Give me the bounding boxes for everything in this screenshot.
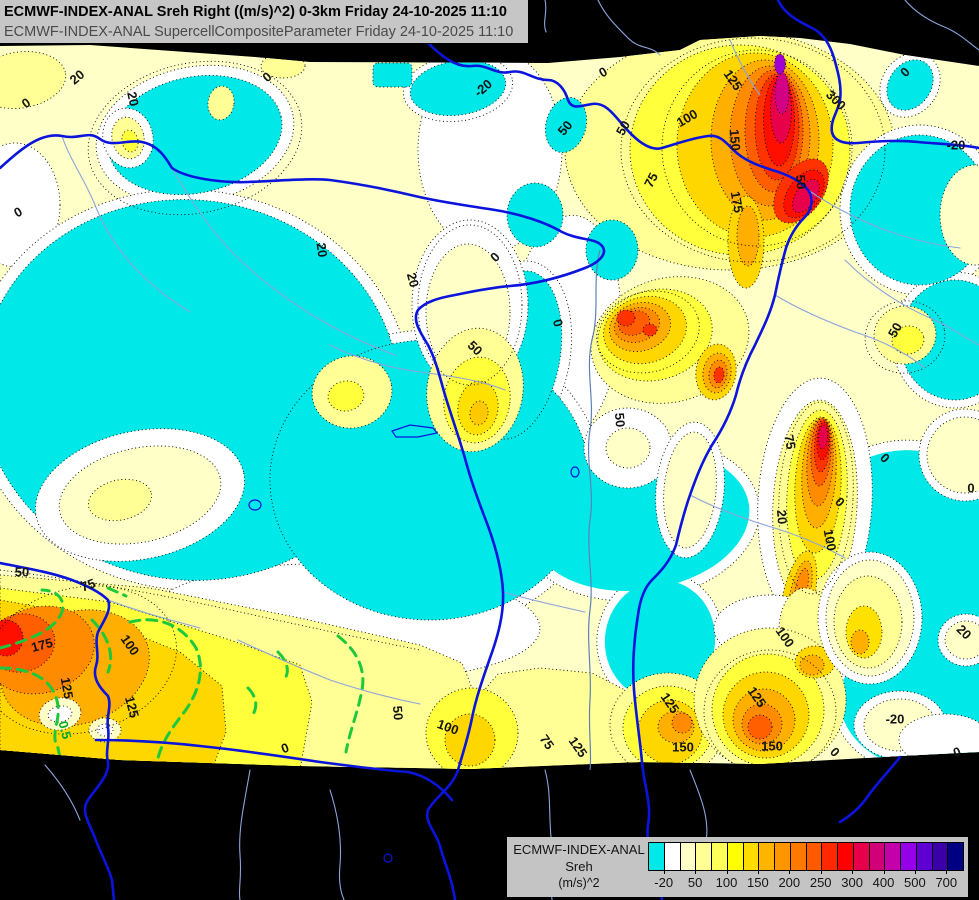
legend-swatch bbox=[821, 843, 837, 870]
legend-swatch bbox=[884, 843, 900, 870]
legend-tick-label: 300 bbox=[841, 875, 863, 890]
legend-swatch bbox=[900, 843, 916, 870]
legend-tick-label: 100 bbox=[715, 875, 738, 890]
legend-tick-label: 200 bbox=[778, 875, 801, 890]
legend-tickmark bbox=[914, 870, 916, 874]
legend-tickmark bbox=[663, 870, 665, 874]
legend-title-line2: Sreh bbox=[565, 859, 593, 874]
legend-swatch bbox=[679, 843, 696, 870]
legend-swatch bbox=[711, 843, 727, 870]
legend-swatch bbox=[649, 843, 664, 870]
legend-tick-label: 700 bbox=[935, 875, 958, 890]
legend-tick-label: 400 bbox=[872, 875, 895, 890]
legend-tick-label: -20 bbox=[654, 875, 674, 890]
supercell-contours bbox=[0, 586, 365, 760]
legend-panel: ECMWF-INDEX-ANAL Sreh (m/s)^2 -20 50 100 15… bbox=[507, 837, 968, 897]
chart-title-line1: ECMWF-INDEX-ANAL Sreh Right ((m/s)^2) 0-… bbox=[4, 4, 507, 20]
legend-swatch bbox=[695, 843, 711, 870]
legend-swatch bbox=[758, 843, 774, 870]
legend-swatch bbox=[947, 843, 963, 870]
legend-title: ECMWF-INDEX-ANAL Sreh (m/s)^2 bbox=[511, 841, 647, 892]
legend-title-line1: ECMWF-INDEX-ANAL bbox=[513, 842, 645, 857]
legend-colorbar bbox=[648, 842, 964, 871]
legend-tickmark bbox=[726, 870, 728, 874]
legend-swatch bbox=[742, 843, 759, 870]
river-layer bbox=[44, 0, 979, 900]
legend-tickmark bbox=[820, 870, 822, 874]
legend-swatch bbox=[915, 843, 932, 870]
legend-tickmark bbox=[946, 870, 948, 874]
legend-tick-label: 250 bbox=[809, 875, 832, 890]
chart-title-panel: ECMWF-INDEX-ANAL Sreh Right ((m/s)^2) 0-… bbox=[0, 0, 529, 44]
legend-swatch bbox=[852, 843, 869, 870]
legend-tickmark bbox=[789, 870, 791, 874]
legend-tick-label: 50 bbox=[687, 875, 703, 890]
legend-tick-label: 500 bbox=[904, 875, 926, 890]
legend-swatch bbox=[931, 843, 948, 870]
legend-title-line3: (m/s)^2 bbox=[558, 876, 600, 890]
legend-tickmark bbox=[852, 870, 854, 874]
legend-swatch bbox=[726, 843, 743, 870]
legend-swatch bbox=[774, 843, 790, 870]
legend-swatch bbox=[837, 843, 853, 870]
chart-title-line2: ECMWF-INDEX-ANAL SupercellCompositeParam… bbox=[4, 24, 514, 40]
legend-tick-label: 150 bbox=[747, 875, 769, 890]
legend-tickmark bbox=[757, 870, 759, 874]
legend-tickmark bbox=[695, 870, 697, 874]
legend-swatch bbox=[663, 843, 680, 870]
contour-fill-layer bbox=[0, 36, 979, 769]
legend-swatch bbox=[789, 843, 806, 870]
legend-swatch bbox=[868, 843, 885, 870]
legend-tickmark bbox=[883, 870, 885, 874]
lake-balaton bbox=[391, 424, 439, 438]
legend-swatch bbox=[805, 843, 822, 870]
